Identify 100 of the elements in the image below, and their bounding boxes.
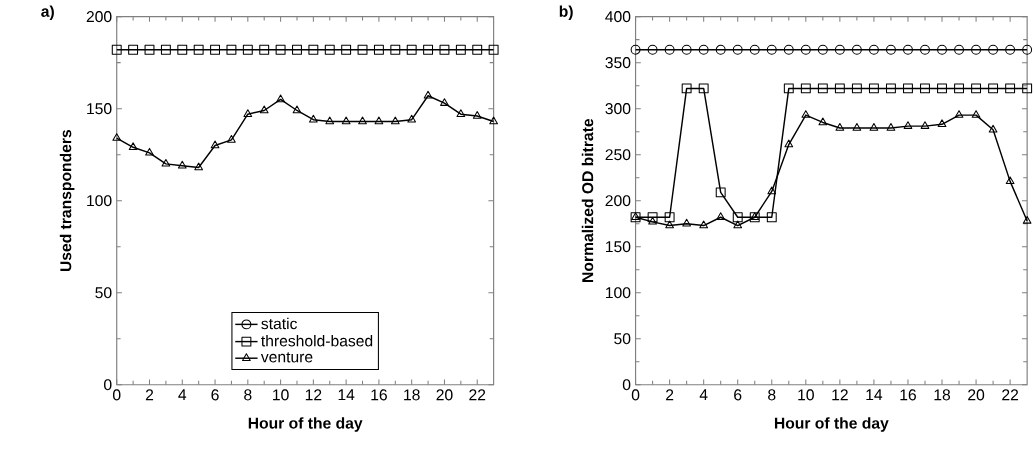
point bbox=[733, 220, 743, 229]
point bbox=[903, 121, 913, 129]
x-tick-label: 2 bbox=[145, 389, 154, 401]
point bbox=[664, 44, 675, 55]
point bbox=[800, 83, 811, 94]
x-tick-label: 14 bbox=[866, 389, 883, 401]
y-tick-label: 0 bbox=[622, 379, 631, 391]
point bbox=[818, 117, 828, 126]
point bbox=[920, 83, 930, 94]
point bbox=[161, 158, 171, 167]
point bbox=[439, 44, 450, 55]
point bbox=[647, 44, 658, 55]
point bbox=[800, 44, 811, 55]
point bbox=[210, 140, 220, 149]
point bbox=[971, 110, 981, 118]
point bbox=[423, 90, 433, 99]
point bbox=[698, 44, 709, 55]
point bbox=[920, 121, 930, 129]
point bbox=[472, 44, 483, 55]
point bbox=[440, 98, 449, 106]
point bbox=[971, 83, 982, 94]
point bbox=[390, 44, 401, 55]
point bbox=[358, 116, 367, 125]
y-tick-label: 150 bbox=[606, 241, 631, 253]
point bbox=[373, 44, 384, 55]
x-tick-label: 6 bbox=[211, 389, 219, 401]
x-tick-label: 22 bbox=[1002, 389, 1019, 401]
point bbox=[988, 44, 999, 55]
point bbox=[716, 212, 726, 220]
point bbox=[128, 142, 138, 150]
point bbox=[455, 44, 466, 55]
point bbox=[648, 216, 657, 225]
x-tick-label: 6 bbox=[734, 389, 742, 401]
point bbox=[227, 134, 236, 143]
point bbox=[988, 124, 998, 133]
x-tick-label: 8 bbox=[768, 389, 776, 401]
x-tick-label: 20 bbox=[968, 389, 985, 401]
point bbox=[390, 116, 400, 125]
x-tick-label: 4 bbox=[699, 389, 708, 401]
point bbox=[1005, 44, 1016, 55]
y-axis-title: Used transponders bbox=[59, 129, 75, 272]
y-tick-label: 200 bbox=[605, 195, 631, 207]
y-tick-label: 150 bbox=[87, 103, 112, 115]
point bbox=[869, 122, 879, 131]
chart-title: b) bbox=[559, 5, 573, 20]
point bbox=[325, 116, 335, 125]
x-axis-title: Hour of the day bbox=[248, 417, 363, 432]
point bbox=[937, 44, 947, 55]
point bbox=[732, 44, 743, 55]
legend-label: static bbox=[261, 317, 298, 330]
point bbox=[630, 44, 641, 55]
point bbox=[715, 187, 726, 198]
point bbox=[472, 111, 482, 119]
point bbox=[988, 83, 999, 94]
point bbox=[292, 105, 302, 114]
point bbox=[954, 110, 964, 118]
point bbox=[341, 44, 352, 55]
y-tick-label: 100 bbox=[606, 287, 631, 299]
point bbox=[699, 220, 709, 229]
point bbox=[783, 83, 794, 94]
point bbox=[903, 44, 913, 55]
point bbox=[128, 44, 139, 55]
point bbox=[243, 109, 253, 117]
point bbox=[698, 83, 709, 94]
point bbox=[937, 119, 947, 127]
y-axis-title: Normalized OD bitrate bbox=[581, 118, 594, 282]
point bbox=[111, 44, 122, 55]
point bbox=[834, 83, 845, 94]
point bbox=[852, 122, 862, 131]
point bbox=[292, 44, 302, 55]
point bbox=[259, 44, 270, 55]
point bbox=[783, 44, 794, 55]
point bbox=[341, 116, 351, 125]
point bbox=[488, 44, 499, 55]
point bbox=[868, 83, 879, 94]
point bbox=[834, 44, 845, 55]
point bbox=[954, 83, 964, 94]
point bbox=[886, 122, 896, 131]
x-tick-label: 0 bbox=[112, 389, 121, 401]
point bbox=[407, 114, 417, 123]
point bbox=[324, 44, 335, 55]
chart-title: a) bbox=[41, 5, 54, 20]
point bbox=[456, 109, 466, 117]
x-tick-label: 0 bbox=[631, 389, 640, 401]
point bbox=[177, 44, 188, 55]
point bbox=[682, 218, 692, 227]
point bbox=[145, 147, 154, 156]
x-tick-label: 10 bbox=[798, 389, 814, 401]
point bbox=[210, 44, 221, 55]
point bbox=[259, 105, 269, 114]
point bbox=[851, 44, 862, 55]
point bbox=[374, 116, 384, 125]
point bbox=[715, 44, 726, 55]
point bbox=[885, 83, 896, 94]
point bbox=[1022, 215, 1032, 224]
point bbox=[1005, 83, 1016, 94]
y-tick-label: 100 bbox=[87, 195, 112, 207]
x-tick-label: 14 bbox=[338, 389, 355, 401]
x-tick-label: 18 bbox=[934, 389, 951, 401]
point bbox=[1022, 44, 1033, 55]
